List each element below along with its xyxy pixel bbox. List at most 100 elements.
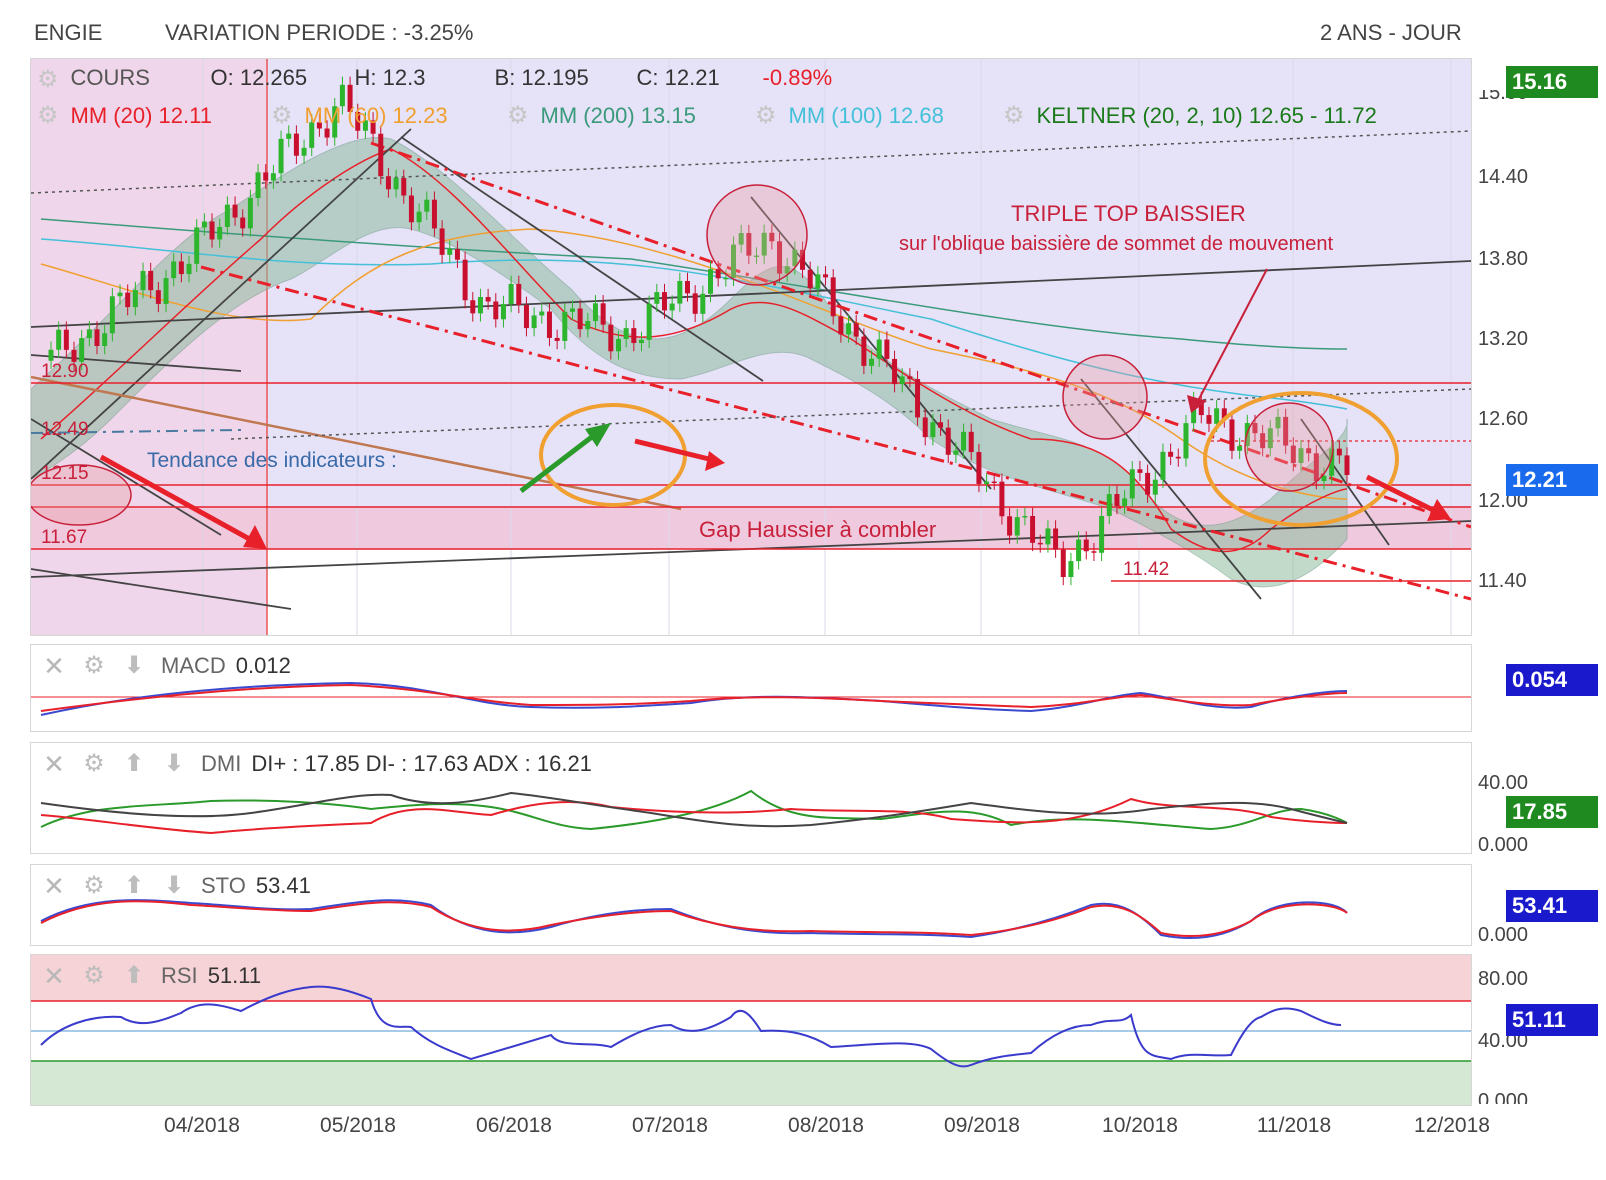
candle-body — [646, 303, 652, 340]
gap-label: Gap Haussier à combler — [699, 517, 937, 542]
candle-body — [447, 248, 453, 255]
legend-mm60[interactable]: ⚙ MM (60) 12.23 — [271, 101, 448, 130]
candle-body — [255, 172, 261, 199]
close-icon[interactable]: ✕ — [43, 871, 65, 901]
di-plus-line — [40, 789, 1348, 831]
candlesticks — [48, 76, 1350, 586]
candle-body — [731, 244, 737, 278]
candle-body — [1014, 517, 1020, 536]
candle-body — [1313, 453, 1319, 482]
arrow-up-icon[interactable]: ⬆ — [123, 750, 145, 777]
candle-body — [201, 221, 207, 228]
candle-body — [416, 211, 422, 223]
candle-body — [876, 339, 882, 359]
adx-line — [40, 791, 1348, 828]
candle-body — [884, 339, 890, 359]
candle-body — [922, 417, 928, 438]
arrow-down-icon[interactable]: ⬇ — [163, 750, 185, 777]
x-tick: 12/2018 — [1414, 1114, 1490, 1137]
candle-body — [408, 195, 414, 223]
candle-body — [286, 133, 292, 139]
candle-body — [953, 450, 959, 455]
bid-value: B: 12.195 — [494, 65, 589, 90]
candle-body — [1306, 448, 1312, 454]
tendance-line — [31, 429, 242, 434]
gear-icon[interactable]: ⚙ — [37, 66, 59, 93]
sto-k-line — [40, 899, 1348, 940]
candle-body — [523, 304, 529, 329]
candle-body — [945, 427, 951, 455]
candle-body — [861, 336, 867, 366]
close-icon[interactable]: ✕ — [43, 651, 65, 681]
candle-body — [63, 329, 69, 350]
candle-body — [1030, 516, 1036, 543]
gear-icon[interactable]: ⚙ — [507, 102, 529, 129]
open-value: O: 12.265 — [210, 65, 308, 90]
price-panel[interactable]: ⚙ COURS O: 12.265 H: 12.3 B: 12.195 C: 1… — [30, 58, 1472, 636]
levels — [31, 382, 1471, 582]
gear-icon[interactable]: ⚙ — [271, 102, 293, 129]
legend-mm200[interactable]: ⚙ MM (200) 13.15 — [507, 101, 696, 130]
candle-body — [462, 259, 468, 301]
price-chart — [31, 59, 1471, 635]
candle-body — [815, 274, 821, 289]
dmi-label: DMI — [201, 751, 242, 776]
candle-body — [569, 308, 575, 312]
sto-label: STO — [201, 873, 246, 898]
level-1215: 12.15 — [41, 463, 89, 484]
sto-value: 53.41 — [255, 873, 311, 898]
period-label[interactable]: 2 ANS - JOUR — [1320, 20, 1462, 45]
arrow-down-icon[interactable]: ⬇ — [123, 652, 145, 679]
candle-body — [792, 249, 798, 267]
candle-body — [1129, 469, 1135, 499]
candle-body — [800, 249, 806, 270]
candle-body — [1060, 549, 1066, 578]
candle-body — [968, 431, 974, 453]
dmi-panel[interactable]: ✕ ⚙ ⬆ ⬇ DMI DI+ : 17.85 DI- : 17.63 ADX … — [30, 742, 1472, 854]
macd-tag: 0.054 — [1506, 664, 1598, 696]
gear-icon[interactable]: ⚙ — [83, 962, 105, 989]
gear-icon[interactable]: ⚙ — [83, 652, 105, 679]
price-tick: 11.40 — [1478, 570, 1527, 592]
legend-mm100[interactable]: ⚙ MM (100) 12.68 — [755, 101, 944, 130]
candle-body — [477, 297, 483, 314]
arrow-down-icon[interactable]: ⬇ — [163, 872, 185, 899]
gear-icon[interactable]: ⚙ — [755, 102, 777, 129]
gear-icon[interactable]: ⚙ — [83, 872, 105, 899]
rsi-panel[interactable]: ✕ ⚙ ⬆ RSI 51.11 — [30, 954, 1472, 1106]
candle-body — [907, 376, 913, 380]
candle-body — [976, 452, 982, 484]
mm20-line — [40, 148, 1348, 553]
arrow-up-icon[interactable]: ⬆ — [123, 962, 145, 989]
arrow-up-icon[interactable]: ⬆ — [123, 872, 145, 899]
gear-icon[interactable]: ⚙ — [1003, 102, 1025, 129]
legend-keltner[interactable]: ⚙ KELTNER (20, 2, 10) 12.65 - 11.72 — [1003, 101, 1377, 130]
price-tick: 13.20 — [1478, 328, 1529, 350]
candle-body — [1168, 451, 1174, 457]
level-1249: 12.49 — [41, 419, 89, 440]
close-icon[interactable]: ✕ — [43, 749, 65, 779]
close-icon[interactable]: ✕ — [43, 961, 65, 991]
legend-mm20[interactable]: ⚙ MM (20) 12.11 — [37, 101, 212, 130]
sto-panel[interactable]: ✕ ⚙ ⬆ ⬇ STO 53.41 — [30, 864, 1472, 946]
candle-body — [316, 122, 322, 129]
keltner-label: KELTNER (20, 2, 10) 12.65 - 11.72 — [1036, 103, 1377, 128]
candle-body — [232, 204, 238, 218]
x-tick: 10/2018 — [1102, 1114, 1178, 1137]
candle-body — [163, 278, 169, 304]
x-tick: 07/2018 — [632, 1114, 708, 1137]
gear-icon[interactable]: ⚙ — [83, 750, 105, 777]
cours-label: COURS — [70, 65, 150, 90]
gear-icon[interactable]: ⚙ — [37, 102, 59, 129]
candle-body — [631, 328, 637, 344]
candle-body — [661, 292, 667, 311]
candle-body — [194, 227, 200, 264]
candle-body — [577, 308, 583, 330]
candle-body — [355, 111, 361, 131]
candle-body — [991, 481, 997, 484]
candle-body — [247, 198, 253, 229]
candle-body — [738, 233, 744, 245]
macd-panel[interactable]: ✕ ⚙ ⬇ MACD 0.012 — [30, 644, 1472, 732]
sto-tag: 53.41 — [1506, 890, 1598, 922]
triple-top-title: TRIPLE TOP BAISSIER — [1011, 201, 1246, 226]
